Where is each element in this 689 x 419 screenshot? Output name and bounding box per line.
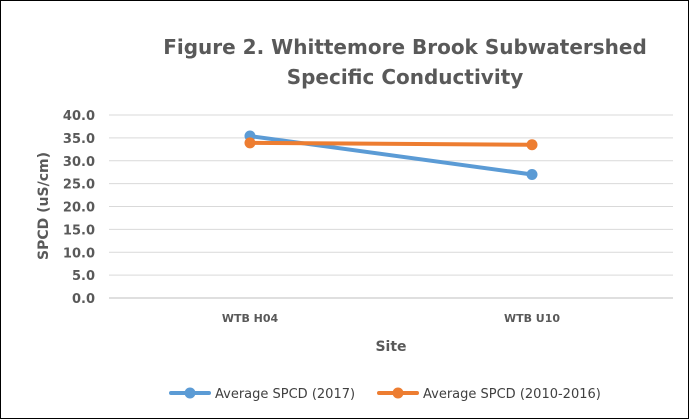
- legend-label: Average SPCD (2010-2016): [423, 387, 601, 402]
- y-tick-label: 30.0: [63, 155, 95, 170]
- legend-swatch-marker: [392, 387, 404, 399]
- y-tick-label: 5.0: [72, 269, 95, 284]
- series-point: [244, 137, 256, 149]
- series-layer: [244, 130, 538, 180]
- chart-title: Figure 2. Whittemore Brook Subwatershed: [163, 35, 647, 59]
- x-tick-label: WTB H04: [222, 312, 279, 325]
- x-tick-labels: WTB H04 WTB U10: [222, 312, 561, 325]
- chart-subtitle: Specific Conductivity: [287, 65, 524, 89]
- legend: Average SPCD (2017) Average SPCD (2010-20…: [169, 387, 601, 402]
- x-tick-label: WTB U10: [504, 312, 560, 325]
- y-tick-labels: 40.0 35.0 30.0 25.0 20.0 15.0 10.0 5.0 0.0: [63, 109, 95, 307]
- series-point: [526, 168, 538, 180]
- y-tick-label: 35.0: [63, 132, 95, 147]
- x-axis-label: Site: [375, 339, 406, 355]
- y-tick-label: 10.0: [63, 246, 95, 261]
- legend-swatch-marker: [184, 387, 196, 399]
- y-axis-label: SPCD (uS/cm): [36, 152, 52, 260]
- grid-layer: [109, 114, 673, 299]
- y-tick-label: 40.0: [63, 109, 95, 124]
- series-point: [526, 139, 538, 151]
- legend-label: Average SPCD (2017): [215, 387, 355, 402]
- y-tick-label: 20.0: [63, 201, 95, 216]
- y-tick-label: 0.0: [72, 292, 95, 307]
- y-tick-label: 15.0: [63, 223, 95, 238]
- y-tick-label: 25.0: [63, 178, 95, 193]
- series-line-2: [248, 140, 534, 147]
